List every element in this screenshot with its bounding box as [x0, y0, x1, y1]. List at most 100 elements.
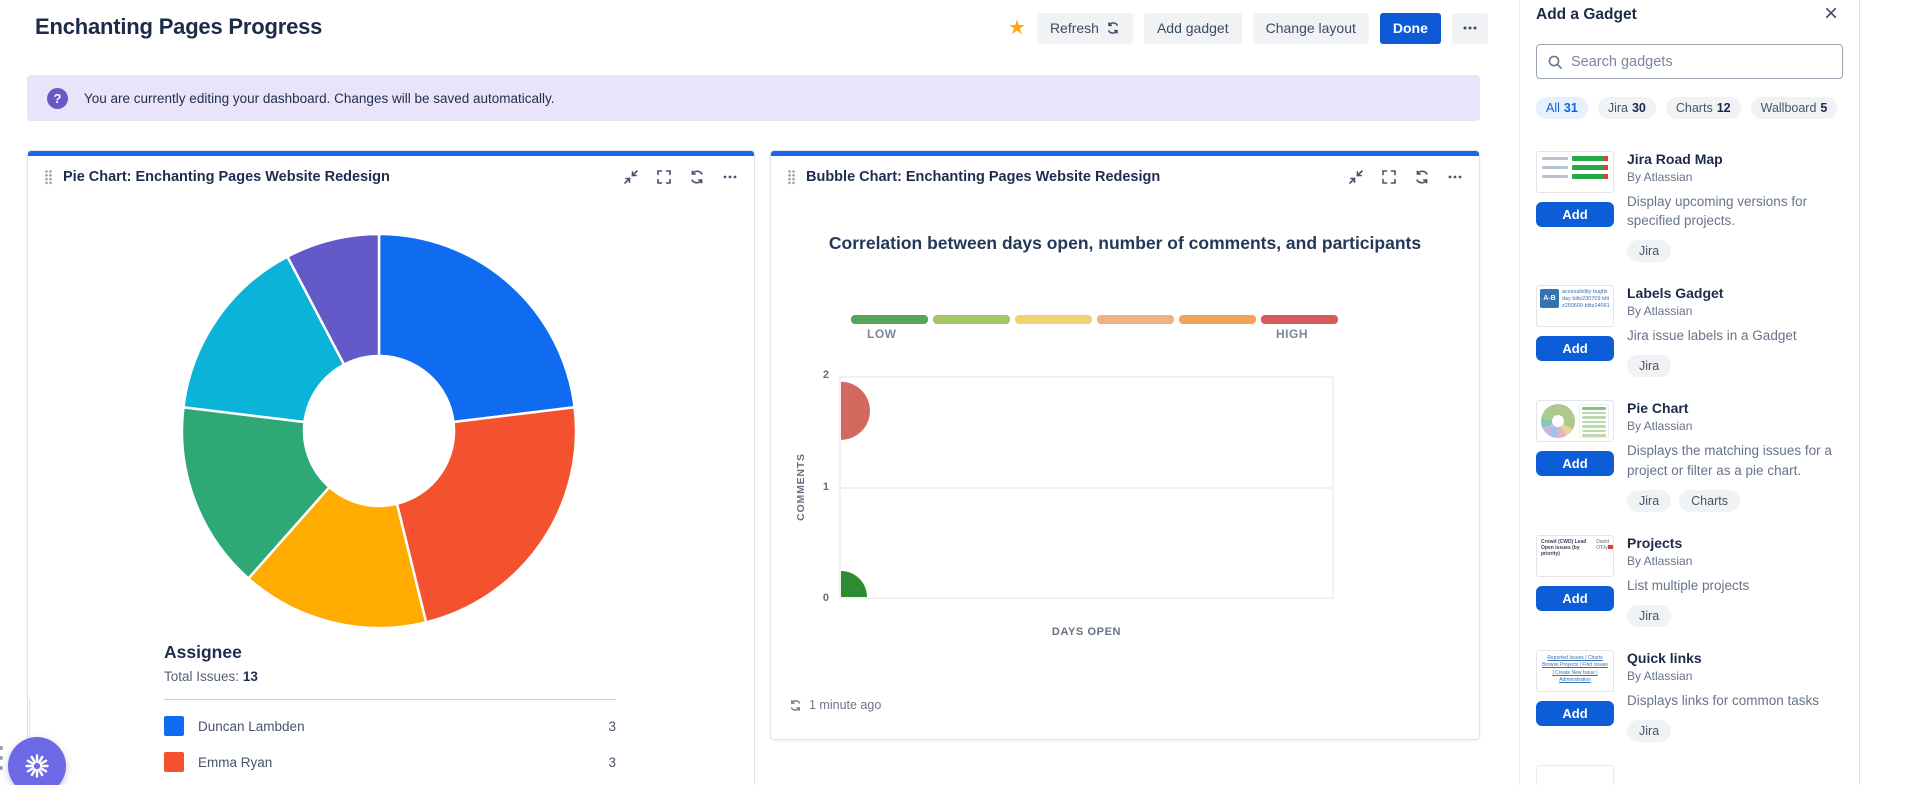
legend-title: Assignee: [164, 642, 242, 662]
edge-drag-dots: [0, 746, 3, 770]
add-gadget-item-button[interactable]: Add: [1536, 451, 1614, 477]
close-icon[interactable]: ×: [1819, 2, 1843, 26]
gadget-list-item: A-B accessibility bugfixday blitz230709 b…: [1536, 285, 1843, 378]
sparkle-icon: [25, 754, 49, 778]
y-tick: 0: [822, 592, 829, 604]
filter-pill-all[interactable]: All 31: [1536, 97, 1588, 119]
pie-legend: Assignee Total Issues: 13 Duncan Lambden…: [164, 642, 616, 772]
bubble-plot-area[interactable]: [839, 376, 1334, 599]
legend-swatch: [164, 716, 184, 736]
pie-slice[interactable]: [286, 232, 381, 366]
gadget-list-item: Add Jira Road Map By Atlassian Display upco…: [1536, 151, 1843, 263]
bubble-chart-gadget: Bubble Chart: Enchanting Pages Website R…: [770, 150, 1480, 740]
search-input[interactable]: [1571, 53, 1832, 70]
gadget-thumbnail: A-B accessibility bugfixday blitz230709 b…: [1536, 285, 1614, 328]
gadget-tag: Jira: [1627, 720, 1672, 743]
gadget-tag: Jira: [1627, 489, 1672, 512]
assignee-donut-chart[interactable]: [28, 151, 756, 785]
add-gadget-item-button[interactable]: Add: [1536, 336, 1614, 362]
gadget-accent-bar: [28, 151, 754, 156]
add-gadget-item-button[interactable]: Add: [1536, 585, 1614, 611]
gadget-item-title: Pie Chart: [1627, 400, 1689, 417]
pie-gadget-title: Pie Chart: Enchanting Pages Website Rede…: [63, 169, 390, 185]
legend-value: 3: [608, 718, 616, 734]
drag-handle-icon[interactable]: [44, 169, 53, 185]
filter-pill-charts[interactable]: Charts 12: [1665, 97, 1741, 119]
gadget-tag: Charts: [1679, 489, 1740, 512]
scale-segment: [1097, 315, 1174, 324]
gadget-thumbnail: [1536, 151, 1614, 193]
gadget-item-description: Displays the matching issues for a proje…: [1627, 443, 1832, 478]
legend-divider: [164, 699, 616, 700]
gadget-item-description: Displays links for common tasks: [1627, 692, 1820, 708]
scale-segment: [851, 315, 928, 324]
gadget-thumbnail: [1536, 400, 1614, 443]
fullscreen-icon[interactable]: [652, 165, 676, 189]
gadget-more-icon[interactable]: [718, 165, 742, 189]
add-gadget-button[interactable]: Add gadget: [1143, 12, 1242, 44]
pie-slice[interactable]: [247, 485, 428, 630]
done-button[interactable]: Done: [1379, 12, 1441, 44]
filter-pill-jira[interactable]: Jira 30: [1597, 97, 1656, 119]
gadget-item-title: Labels Gadget: [1627, 285, 1724, 302]
legend-label: Duncan Lambden: [198, 718, 305, 734]
legend-row[interactable]: Emma Ryan 3: [164, 752, 616, 772]
gadget-filter-pills: All 31 Jira 30 Charts 12 Wallboard 5: [1536, 97, 1838, 119]
gadget-item-author: By Atlassian: [1627, 668, 1693, 683]
pie-slice[interactable]: [180, 406, 331, 580]
y-tick: 2: [822, 369, 829, 381]
change-layout-button[interactable]: Change layout: [1252, 12, 1369, 44]
legend-swatch: [164, 752, 184, 772]
add-gadget-item-button[interactable]: Add: [1536, 202, 1614, 227]
assist-fab-button[interactable]: [8, 737, 66, 785]
pie-slice[interactable]: [377, 232, 576, 424]
refresh-gadget-icon[interactable]: [1410, 165, 1434, 189]
page-title: Enchanting Pages Progress: [35, 14, 323, 39]
bubble-point[interactable]: [841, 571, 867, 597]
bubble-chart-title: Correlation between days open, number of…: [828, 233, 1422, 253]
fullscreen-icon[interactable]: [1377, 165, 1401, 189]
legend-label: Emma Ryan: [198, 754, 273, 770]
legend-value: 3: [608, 754, 616, 770]
refresh-button[interactable]: Refresh: [1036, 12, 1133, 44]
favorite-star-icon[interactable]: ★: [1008, 17, 1026, 39]
drag-handle-icon[interactable]: [787, 169, 796, 185]
ellipsis-icon: [1463, 26, 1477, 30]
dashboard-toolbar: ★ Refresh Add gadget Change layout Done: [1008, 12, 1488, 44]
total-issues: Total Issues: 13: [164, 669, 616, 684]
collapse-icon[interactable]: [619, 165, 643, 189]
gadget-tag: Jira: [1627, 240, 1672, 263]
gadget-item-description: Jira issue labels in a Gadget: [1627, 328, 1797, 344]
editing-banner: ? You are currently editing your dashboa…: [27, 75, 1480, 121]
pie-slice[interactable]: [182, 255, 346, 424]
gadget-item-author: By Atlassian: [1627, 419, 1693, 434]
total-issues-label: Total Issues:: [164, 669, 240, 684]
gadget-thumbnail: Crowd (CWD) Lead Open issues (by priorit…: [1536, 534, 1614, 577]
gadget-thumbnail: [1536, 765, 1614, 785]
gadget-more-icon[interactable]: [1443, 165, 1467, 189]
refresh-small-icon[interactable]: [789, 699, 802, 712]
last-refreshed-text: 1 minute ago: [809, 698, 882, 712]
filter-pill-wallboard[interactable]: Wallboard 5: [1750, 97, 1838, 119]
bubble-point[interactable]: [841, 381, 870, 440]
gadget-item-title: Projects: [1627, 534, 1683, 551]
sidebar-title: Add a Gadget: [1536, 6, 1637, 23]
bubble-gadget-title: Bubble Chart: Enchanting Pages Website R…: [806, 169, 1161, 185]
gadget-tag: Jira: [1627, 355, 1672, 378]
refresh-gadget-icon[interactable]: [685, 165, 709, 189]
pie-gadget-header: Pie Chart: Enchanting Pages Website Rede…: [44, 165, 742, 189]
add-gadget-sidebar: Add a Gadget × All 31 Jira 30 Charts 12 Wal…: [1519, 0, 1860, 785]
gadget-accent-bar: [771, 151, 1479, 156]
add-gadget-item-button[interactable]: Add: [1536, 700, 1614, 726]
more-actions-button[interactable]: [1451, 12, 1488, 44]
pie-chart-gadget: Pie Chart: Enchanting Pages Website Rede…: [27, 150, 755, 785]
gadget-list: Add Jira Road Map By Atlassian Display upco…: [1536, 151, 1843, 785]
gadget-list-item: Add Pie Chart By Atlassian Displays the mat…: [1536, 400, 1843, 512]
gridline: [841, 486, 1332, 489]
edge-divider: [29, 699, 30, 737]
gadget-item-author: By Atlassian: [1627, 304, 1693, 319]
collapse-icon[interactable]: [1344, 165, 1368, 189]
legend-row[interactable]: Duncan Lambden 3: [164, 716, 616, 736]
pie-slice[interactable]: [395, 406, 578, 624]
scale-high-label: HIGH: [1276, 327, 1308, 341]
